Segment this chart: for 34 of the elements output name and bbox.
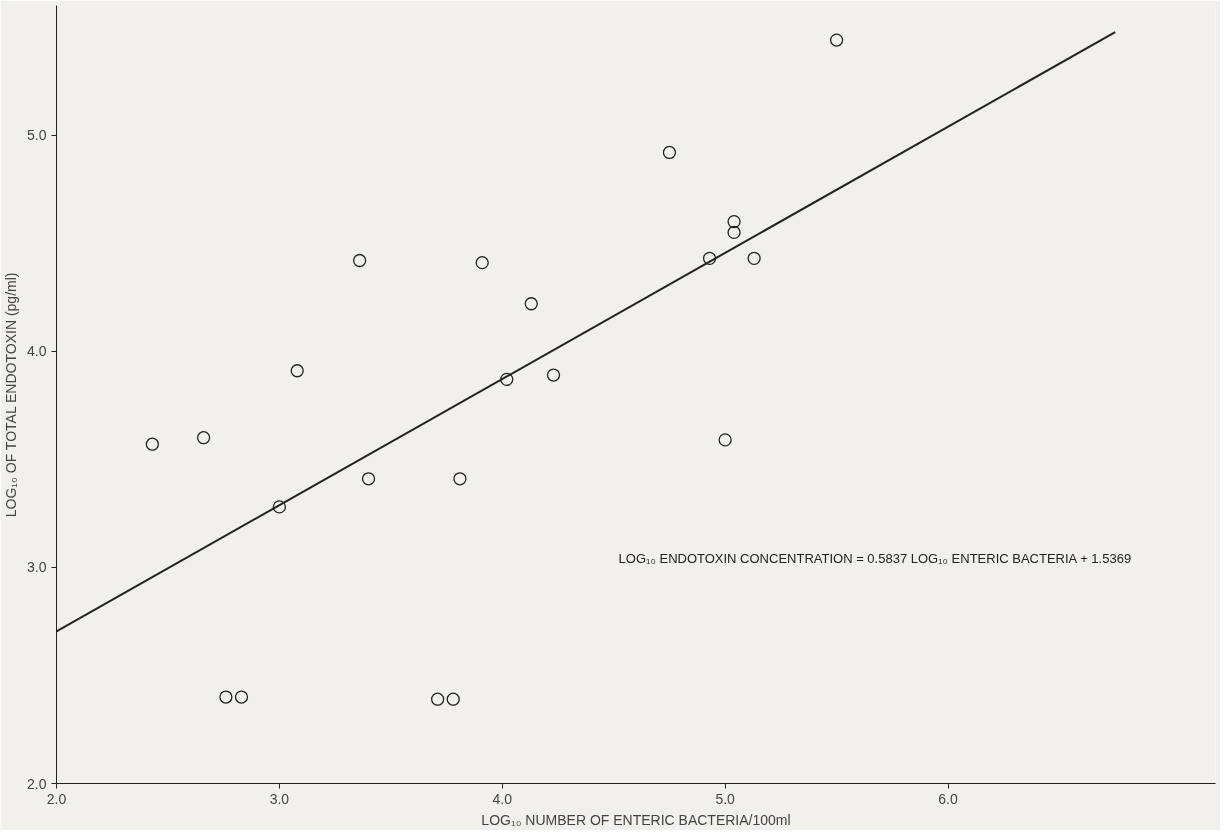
y-tick-label: 5.0 xyxy=(27,127,47,144)
x-tick-label: 5.0 xyxy=(715,790,736,807)
point xyxy=(546,368,561,382)
x-axis-title: LOG₁₀ NUMBER OF ENTERIC BACTERIA/100ml xyxy=(481,811,791,828)
point xyxy=(702,251,717,265)
point xyxy=(727,225,741,240)
y-tick-label: 4.0 xyxy=(27,343,47,360)
annotation: LOG₁₀ ENDOTOXIN CONCENTRATION = 0.5837 LOG₁₀ ENTERIC BACTERIA + 1.5369 xyxy=(618,550,1132,566)
point xyxy=(829,33,844,47)
point xyxy=(430,692,445,706)
point xyxy=(145,437,159,451)
point xyxy=(500,372,514,387)
point xyxy=(290,364,304,378)
point xyxy=(361,472,376,486)
point xyxy=(475,256,489,270)
x-tick-label: 4.0 xyxy=(492,790,513,807)
point xyxy=(662,145,677,160)
x-tick-label: 2.0 xyxy=(46,790,67,807)
point xyxy=(272,500,287,514)
point xyxy=(718,433,732,447)
x-tick-label: 6.0 xyxy=(938,790,958,807)
point xyxy=(747,251,761,265)
point xyxy=(446,692,460,706)
point xyxy=(196,431,211,445)
point xyxy=(727,214,741,229)
point xyxy=(219,690,233,704)
point xyxy=(234,690,249,704)
point xyxy=(453,472,467,486)
point xyxy=(524,297,538,311)
x-tick-label: 3.0 xyxy=(269,790,290,807)
y-tick-label: 2.0 xyxy=(27,775,47,792)
y-tick-label: 3.0 xyxy=(27,559,47,576)
y-axis-title: LOG₁₀ OF TOTAL ENDOTOXIN (pg/ml) xyxy=(3,272,20,518)
point xyxy=(352,253,367,268)
